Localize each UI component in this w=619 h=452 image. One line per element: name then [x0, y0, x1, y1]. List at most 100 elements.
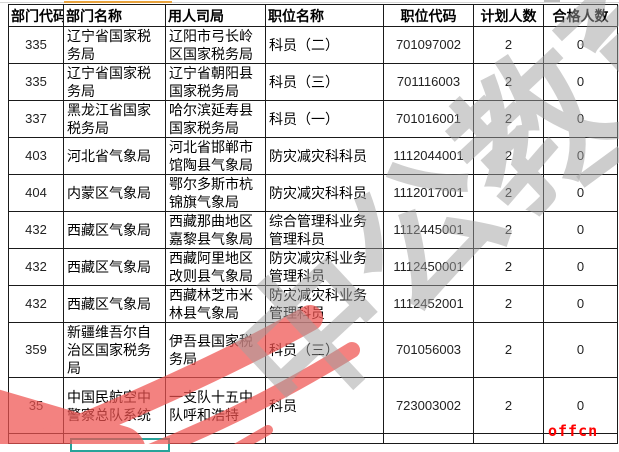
header-row: 部门代码 部门名称 用人司局 职位名称 职位代码 计划人数 合格人数: [8, 4, 618, 27]
cell-qualified-count[interactable]: 0: [543, 100, 618, 138]
cell-qualified-count[interactable]: 0: [543, 211, 618, 249]
cell-position-code[interactable]: [383, 433, 474, 444]
cell-dept-code[interactable]: 432: [8, 211, 64, 249]
cell-dept-name[interactable]: 黑龙江省国家税务局: [63, 100, 166, 138]
cell-dept-code[interactable]: 403: [8, 137, 64, 175]
cell-position-code[interactable]: 1112445001: [383, 211, 474, 249]
cell-bureau[interactable]: 鄂尔多斯市杭锦旗气象局: [165, 174, 266, 212]
cell-bureau[interactable]: 西藏林芝市米林县气象局: [165, 285, 266, 323]
table-row: 359 新疆维吾尔自治区国家税务局 伊吾县国家税务局 科员（三） 7010560…: [8, 322, 618, 378]
cell-dept-code[interactable]: 335: [8, 63, 64, 101]
cell-bureau[interactable]: 哈尔滨延寿县国家税务局: [165, 100, 266, 138]
cell-qualified-count[interactable]: [543, 433, 618, 444]
cell-qualified-count[interactable]: 0: [543, 248, 618, 286]
cell-position-name[interactable]: 科员（三）: [265, 322, 384, 378]
cell-planned-count[interactable]: [473, 433, 544, 444]
cell-planned-count[interactable]: 2: [473, 285, 544, 323]
positions-table: 部门代码 部门名称 用人司局 职位名称 职位代码 计划人数 合格人数 335 辽…: [8, 4, 618, 444]
cell-dept-name[interactable]: 西藏区气象局: [63, 211, 166, 249]
cell-bureau[interactable]: [165, 433, 266, 444]
cell-dept-code[interactable]: 432: [8, 285, 64, 323]
cell-position-name[interactable]: [265, 433, 384, 444]
cell-position-code[interactable]: 1112452001: [383, 285, 474, 323]
cell-qualified-count[interactable]: 0: [543, 322, 618, 378]
cell-qualified-count[interactable]: 0: [543, 26, 618, 64]
cell-bureau[interactable]: 伊吾县国家税务局: [165, 322, 266, 378]
cell-dept-code[interactable]: 432: [8, 248, 64, 286]
cell-bureau[interactable]: 辽阳市弓长岭区国家税务局: [165, 26, 266, 64]
header-dept-code[interactable]: 部门代码: [8, 4, 64, 27]
cell-bureau[interactable]: 河北省邯郸市馆陶县气象局: [165, 137, 266, 175]
cell-planned-count[interactable]: 2: [473, 248, 544, 286]
table-row: 404 内蒙区气象局 鄂尔多斯市杭锦旗气象局 防灾减灾科科员 111201700…: [8, 174, 618, 212]
cell-position-name[interactable]: 科员（二）: [265, 26, 384, 64]
cell-position-code[interactable]: 1112017001: [383, 174, 474, 212]
cell-dept-name[interactable]: 辽宁省国家税务局: [63, 26, 166, 64]
header-position-code[interactable]: 职位代码: [383, 4, 474, 27]
table-row: 432 西藏区气象局 西藏阿里地区改则县气象局 防灾减灾科业务管理科员 1112…: [8, 248, 618, 286]
cell-qualified-count[interactable]: 0: [543, 137, 618, 175]
cell-bureau[interactable]: 辽宁省朝阳县国家税务局: [165, 63, 266, 101]
cell-position-code[interactable]: 701116003: [383, 63, 474, 101]
cell-bureau[interactable]: 西藏阿里地区改则县气象局: [165, 248, 266, 286]
cell-position-name[interactable]: 科员（一）: [265, 100, 384, 138]
cell-qualified-count[interactable]: 0: [543, 63, 618, 101]
cell-planned-count[interactable]: 2: [473, 26, 544, 64]
cell-position-code[interactable]: 1112450001: [383, 248, 474, 286]
cell-dept-name[interactable]: 辽宁省国家税务局: [63, 63, 166, 101]
cell-dept-name[interactable]: 西藏区气象局: [63, 248, 166, 286]
header-dept-name[interactable]: 部门名称: [63, 4, 166, 27]
cell-position-name[interactable]: 综合管理科业务管理科员: [265, 211, 384, 249]
header-bureau[interactable]: 用人司局: [165, 4, 266, 27]
table-row: 432 西藏区气象局 西藏那曲地区嘉黎县气象局 综合管理科业务管理科员 1112…: [8, 211, 618, 249]
cell-dept-code[interactable]: 35: [8, 377, 64, 434]
selected-column-indicator: [64, 1, 172, 3]
cell-dept-name[interactable]: 新疆维吾尔自治区国家税务局: [63, 322, 166, 378]
selected-cell-outline[interactable]: [70, 438, 170, 452]
cell-planned-count[interactable]: 2: [473, 322, 544, 378]
cell-dept-name[interactable]: 河北省气象局: [63, 137, 166, 175]
offcn-logo-text: offcn: [548, 422, 599, 440]
cell-planned-count[interactable]: 2: [473, 211, 544, 249]
cell-dept-code[interactable]: 359: [8, 322, 64, 378]
header-position-name[interactable]: 职位名称: [265, 4, 384, 27]
table-row: 335 辽宁省国家税务局 辽阳市弓长岭区国家税务局 科员（二） 70109700…: [8, 26, 618, 64]
cell-dept-code[interactable]: 337: [8, 100, 64, 138]
table-row: 35 中国民航空中警察总队系统 一支队十五中队呼和浩特 科员 723003002…: [8, 377, 618, 434]
cell-dept-name[interactable]: 内蒙区气象局: [63, 174, 166, 212]
sheet-top-gridline: [0, 2, 619, 3]
cell-position-name[interactable]: 防灾减灾科科员: [265, 137, 384, 175]
cell-dept-code[interactable]: 335: [8, 26, 64, 64]
cell-position-name[interactable]: 防灾减灾科业务管理科员: [265, 285, 384, 323]
cell-bureau[interactable]: 西藏那曲地区嘉黎县气象局: [165, 211, 266, 249]
cell-dept-code[interactable]: 404: [8, 174, 64, 212]
cell-position-name[interactable]: 防灾减灾科业务管理科员: [265, 248, 384, 286]
header-planned-count[interactable]: 计划人数: [473, 4, 544, 27]
cell-position-code[interactable]: 701097002: [383, 26, 474, 64]
table-row: 335 辽宁省国家税务局 辽宁省朝阳县国家税务局 科员（三） 701116003…: [8, 63, 618, 101]
cell-dept-name[interactable]: 中国民航空中警察总队系统: [63, 377, 166, 434]
spreadsheet-area: 部门代码 部门名称 用人司局 职位名称 职位代码 计划人数 合格人数 335 辽…: [8, 4, 618, 444]
cell-dept-name[interactable]: 西藏区气象局: [63, 285, 166, 323]
cell-planned-count[interactable]: 2: [473, 174, 544, 212]
header-qualified-count[interactable]: 合格人数: [543, 4, 618, 27]
cell-bureau[interactable]: 一支队十五中队呼和浩特: [165, 377, 266, 434]
cell-planned-count[interactable]: 2: [473, 377, 544, 434]
cell-position-code[interactable]: 1112044001: [383, 137, 474, 175]
cell-planned-count[interactable]: 2: [473, 63, 544, 101]
cell-planned-count[interactable]: 2: [473, 137, 544, 175]
table-row: 337 黑龙江省国家税务局 哈尔滨延寿县国家税务局 科员（一） 70101600…: [8, 100, 618, 138]
cell-planned-count[interactable]: 2: [473, 100, 544, 138]
cell-qualified-count[interactable]: 0: [543, 174, 618, 212]
table-row: 432 西藏区气象局 西藏林芝市米林县气象局 防灾减灾科业务管理科员 11124…: [8, 285, 618, 323]
sheet-top-mark: [544, 0, 560, 2]
cell-dept-code[interactable]: [8, 433, 64, 444]
cell-qualified-count[interactable]: 0: [543, 285, 618, 323]
cell-position-name[interactable]: 科员: [265, 377, 384, 434]
cell-position-name[interactable]: 防灾减灾科科员: [265, 174, 384, 212]
cell-position-name[interactable]: 科员（三）: [265, 63, 384, 101]
cell-position-code[interactable]: 723003002: [383, 377, 474, 434]
cell-position-code[interactable]: 701016001: [383, 100, 474, 138]
table-row: 403 河北省气象局 河北省邯郸市馆陶县气象局 防灾减灾科科员 11120440…: [8, 137, 618, 175]
cell-position-code[interactable]: 701056003: [383, 322, 474, 378]
